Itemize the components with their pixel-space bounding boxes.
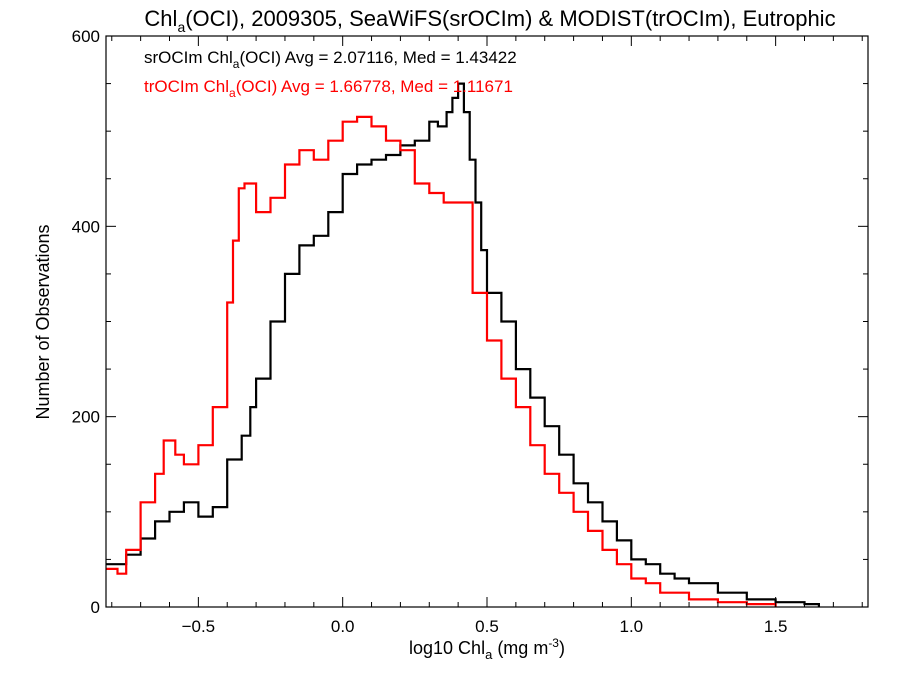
y-tick-label: 600 xyxy=(72,27,100,46)
x-tick-label: 1.5 xyxy=(764,617,788,636)
plot-area: −0.5 0.0 0.5 1.0 1.5 0 200 400 600 xyxy=(72,27,869,636)
legend-stat-trOCIm: trOCIm Chla(OCI) Avg = 1.66778, Med = 1.… xyxy=(144,77,513,100)
series-line-srOCIm xyxy=(106,82,820,607)
x-tick-label: 0.0 xyxy=(331,617,355,636)
x-tick-label: 0.5 xyxy=(475,617,499,636)
y-tick-label: 200 xyxy=(72,408,100,427)
x-tick-label: 1.0 xyxy=(619,617,643,636)
x-tick-label: −0.5 xyxy=(182,617,216,636)
series-line-trOCIm xyxy=(106,115,777,607)
x-axis-label: log10 Chla (mg m-3) xyxy=(409,636,565,662)
y-axis-label: Number of Observations xyxy=(33,224,53,419)
legend-stat-srOCIm: srOCIm Chla(OCI) Avg = 2.07116, Med = 1.… xyxy=(144,48,517,71)
y-tick-label: 0 xyxy=(91,598,100,617)
chart-title: Chla(OCI), 2009305, SeaWiFS(srOCIm) & MO… xyxy=(144,6,835,35)
y-tick-label: 400 xyxy=(72,217,100,236)
